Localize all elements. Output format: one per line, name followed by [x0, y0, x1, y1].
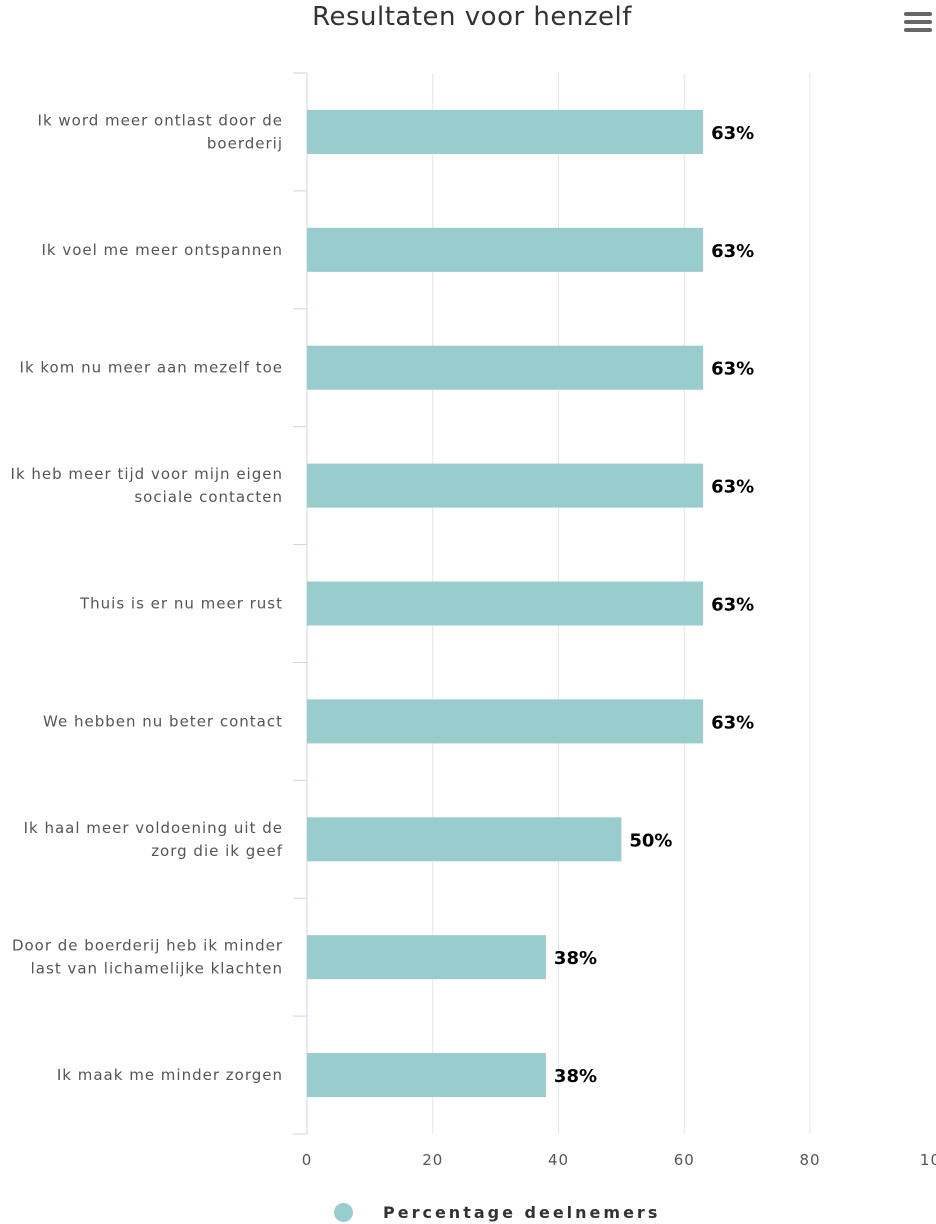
category-label: Ik maak me minder zorgen [57, 1066, 283, 1084]
bar[interactable] [307, 345, 704, 390]
x-tick-label: 20 [422, 1151, 443, 1169]
data-label: 38% [554, 948, 597, 969]
bar[interactable] [307, 935, 546, 980]
hamburger-menu-icon[interactable] [904, 12, 932, 36]
bar[interactable] [307, 1053, 546, 1098]
bar[interactable] [307, 227, 704, 272]
bar[interactable] [307, 817, 622, 862]
data-label: 63% [711, 123, 754, 144]
labels: 0 20 40 60 80 100 63% Ik word meer ontlast door… [11, 111, 936, 1169]
data-label: 38% [554, 1066, 597, 1087]
data-label: 63% [711, 359, 754, 380]
legend-item[interactable]: Percentage deelnemers [334, 1200, 660, 1224]
x-tick-label: 0 [302, 1151, 313, 1169]
category-axis [293, 72, 308, 1135]
category-label: Ik heb meer tijd voor mijn eigen sociale … [11, 465, 283, 506]
legend-marker [334, 1202, 353, 1222]
data-label: 63% [711, 595, 754, 616]
x-tick-label: 100 [920, 1151, 936, 1169]
category-label: We hebben nu beter contact [43, 712, 283, 730]
x-tick-label: 40 [548, 1151, 569, 1169]
category-label: Ik kom nu meer aan mezelf toe [20, 359, 283, 377]
data-label: 50% [629, 830, 672, 851]
bars [307, 109, 704, 1098]
legend-label: Percentage deelnemers [383, 1202, 661, 1222]
x-tick-label: 60 [674, 1151, 695, 1169]
category-label: Ik voel me meer ontspannen [41, 241, 283, 259]
bar[interactable] [307, 581, 704, 626]
category-label: Ik haal meer voldoening uit de zorg die i… [24, 819, 283, 860]
category-label: Ik word meer ontlast door de boerderij [38, 111, 283, 152]
data-label: 63% [711, 712, 754, 733]
bar[interactable] [307, 463, 704, 508]
chart-title: Resultaten voor henzelf [312, 2, 632, 32]
x-tick-label: 80 [799, 1151, 820, 1169]
category-label: Thuis is er nu meer rust [79, 595, 283, 613]
data-label: 63% [711, 241, 754, 262]
bar[interactable] [307, 699, 704, 744]
bar-chart: 0 20 40 60 80 100 63% Ik word meer ontlast door… [11, 72, 936, 1169]
bar[interactable] [307, 109, 704, 154]
data-label: 63% [711, 477, 754, 498]
category-label: Door de boerderij heb ik minder last van … [12, 937, 283, 978]
